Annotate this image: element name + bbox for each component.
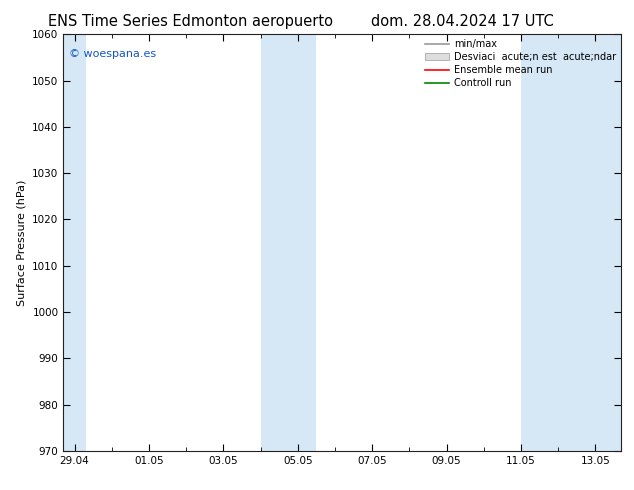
Text: © woespana.es: © woespana.es	[69, 49, 156, 59]
Text: ENS Time Series Edmonton aeropuerto: ENS Time Series Edmonton aeropuerto	[48, 14, 333, 29]
Bar	[63, 34, 86, 451]
Bar	[261, 34, 316, 451]
Legend: min/max, Desviaci  acute;n est  acute;ndar, Ensemble mean run, Controll run: min/max, Desviaci acute;n est acute;ndar…	[425, 39, 616, 88]
Bar	[521, 34, 621, 451]
Y-axis label: Surface Pressure (hPa): Surface Pressure (hPa)	[16, 179, 27, 306]
Text: dom. 28.04.2024 17 UTC: dom. 28.04.2024 17 UTC	[372, 14, 554, 29]
